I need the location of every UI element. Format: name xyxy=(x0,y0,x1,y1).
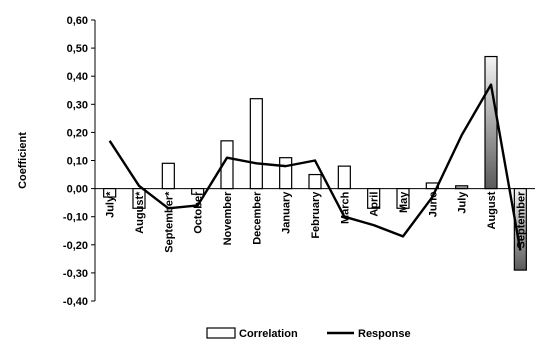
x-category-label: December xyxy=(251,191,263,245)
x-category-label: July xyxy=(457,191,469,214)
x-category-label: August xyxy=(486,191,498,229)
x-category-label: September* xyxy=(163,191,175,253)
correlation-bar xyxy=(455,185,469,190)
y-tick-label: 0,30 xyxy=(67,99,88,111)
correlation-bar xyxy=(367,188,381,209)
correlation-bar xyxy=(396,188,410,209)
legend-correlation-label: Correlation xyxy=(239,328,298,340)
y-tick-label: 0,10 xyxy=(67,156,88,168)
correlation-bar xyxy=(279,157,293,190)
x-category-label: January xyxy=(281,191,293,234)
correlation-bar xyxy=(484,55,498,190)
y-tick-label: 0,20 xyxy=(67,127,88,139)
correlation-bar xyxy=(191,188,205,195)
x-category-label: February xyxy=(310,191,322,239)
correlation-bar xyxy=(132,188,146,209)
x-category-label: July* xyxy=(105,191,117,218)
correlation-bar xyxy=(103,188,117,198)
response-line xyxy=(108,83,522,251)
x-category-label: September xyxy=(515,191,527,249)
correlation-bar xyxy=(249,98,263,190)
correlation-bar xyxy=(513,188,527,271)
x-category-label: November xyxy=(222,191,234,246)
y-tick-label: -0,30 xyxy=(63,268,88,280)
y-tick-label: 0,60 xyxy=(67,15,88,27)
x-category-label: May xyxy=(398,191,410,213)
x-category-label: March xyxy=(339,191,351,224)
x-category-label: August* xyxy=(134,191,146,234)
correlation-bar xyxy=(308,173,322,190)
y-tick-label: 0,50 xyxy=(67,43,88,55)
y-tick-label: 0,40 xyxy=(67,71,88,83)
y-tick-label: -0,40 xyxy=(63,296,88,308)
legend-response-label: Response xyxy=(358,328,411,340)
y-tick-label: -0,10 xyxy=(63,212,88,224)
legend-correlation-swatch xyxy=(206,327,236,339)
correlation-bar xyxy=(220,140,234,190)
y-tick-label: -0,20 xyxy=(63,240,88,252)
x-category-label: October xyxy=(193,191,205,234)
x-category-label: April xyxy=(369,192,381,217)
y-axis-title: Coefficient xyxy=(17,132,29,189)
correlation-bar xyxy=(337,165,351,190)
correlation-bar xyxy=(161,162,175,190)
y-tick-label: 0,00 xyxy=(67,184,88,196)
